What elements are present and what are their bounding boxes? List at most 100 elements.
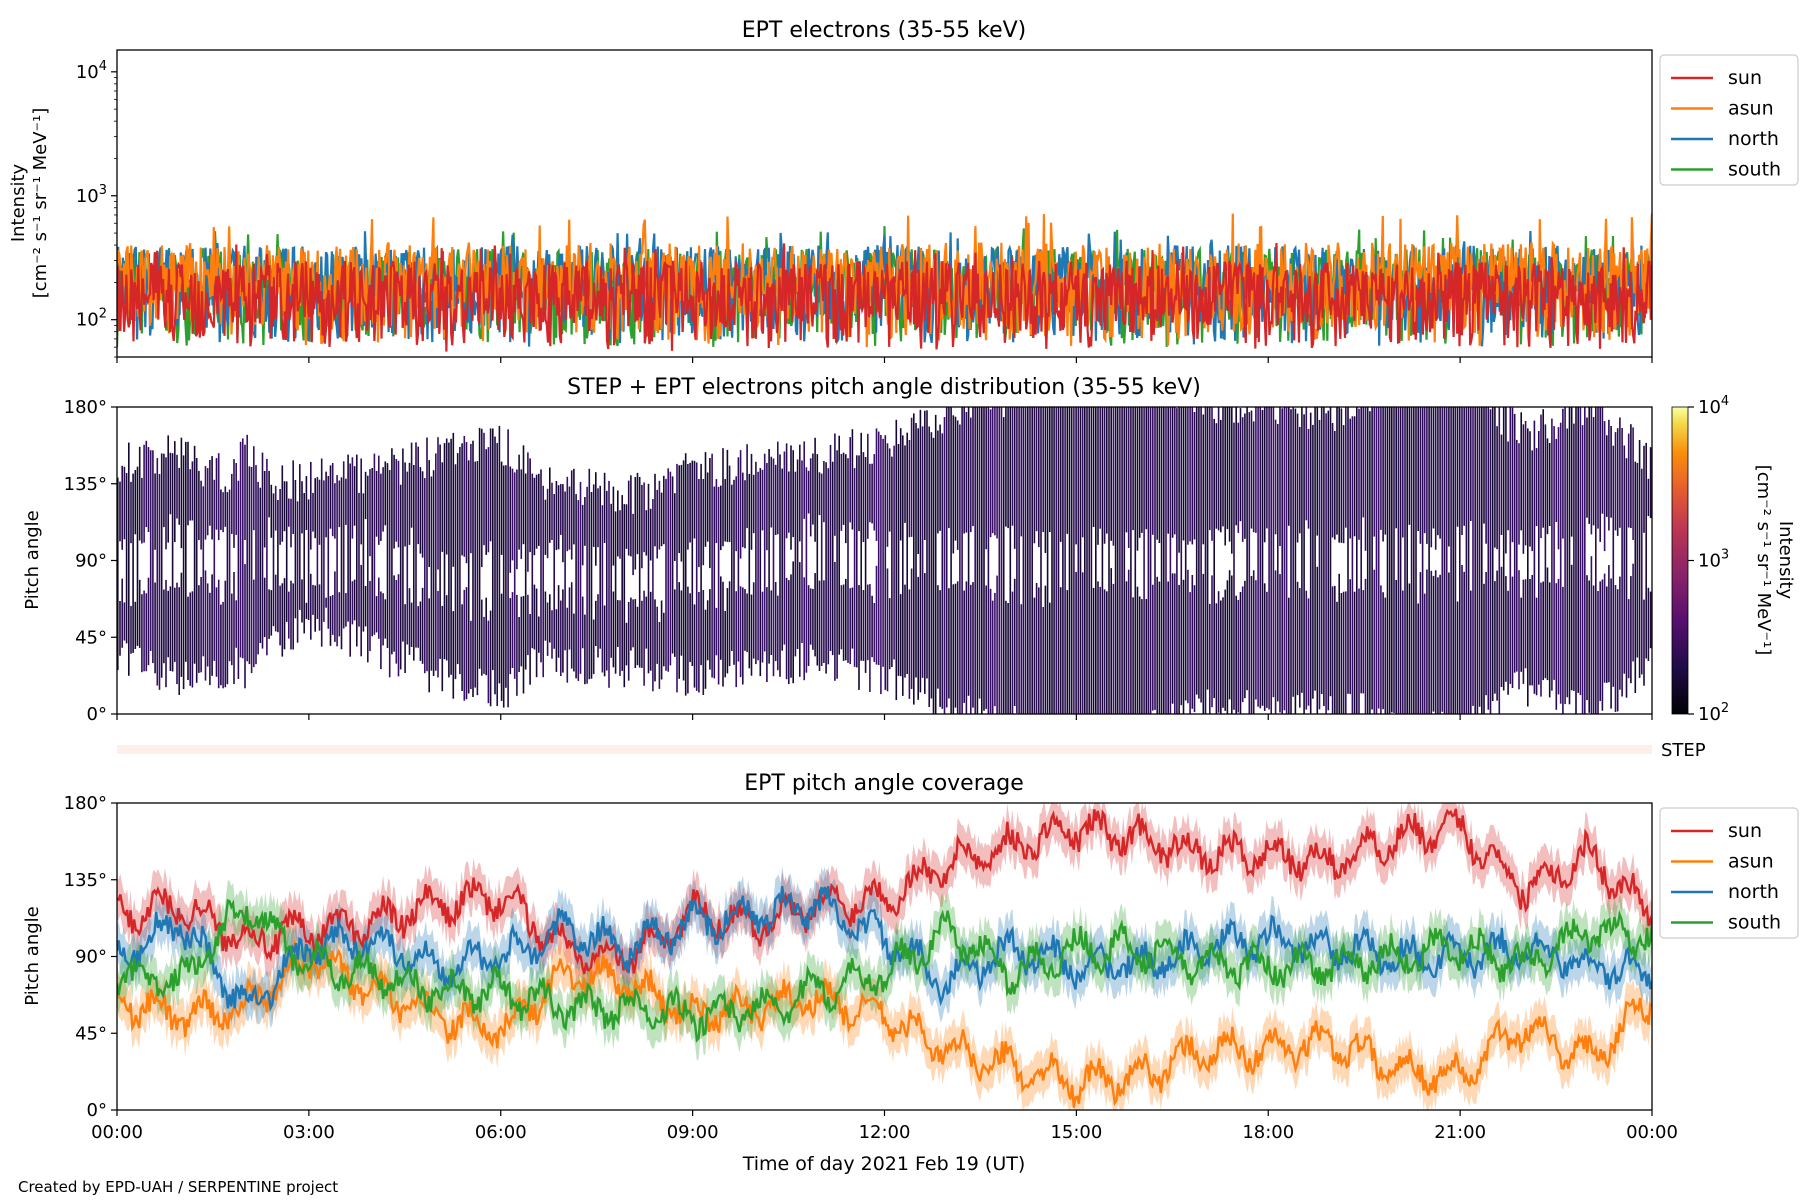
heatmap-bar <box>849 588 851 665</box>
heatmap-bar <box>222 492 224 533</box>
panel2-ylabel: Pitch angle <box>22 510 43 609</box>
heatmap-bar <box>327 476 330 629</box>
heatmap-bar <box>816 454 819 666</box>
heatmap-bar <box>981 407 983 714</box>
heatmap-bar <box>1097 581 1099 714</box>
heatmap-bar <box>836 450 838 679</box>
heatmap-bar <box>744 480 746 549</box>
heatmap-bar <box>996 407 998 539</box>
heatmap-bar <box>1649 447 1652 519</box>
panel2-title: STEP + EPT electrons pitch angle distrib… <box>567 375 1201 400</box>
heatmap-bar <box>704 452 707 547</box>
heatmap-bar <box>178 587 180 695</box>
heatmap-bar <box>834 433 836 536</box>
heatmap-bar <box>1165 407 1167 714</box>
legend-label-north: north <box>1728 881 1779 903</box>
heatmap-bar <box>463 436 466 557</box>
panel3-ylabel: Pitch angle <box>22 906 43 1005</box>
heatmap-bar <box>544 591 547 641</box>
heatmap-bar <box>292 583 294 650</box>
heatmap-bar <box>1334 585 1336 714</box>
heatmap-bar <box>318 479 321 545</box>
heatmap-bar <box>522 445 525 545</box>
heatmap-bar <box>1371 407 1373 710</box>
heatmap-bar <box>546 602 549 656</box>
heatmap-bar <box>630 475 632 557</box>
heatmap-bar <box>877 431 880 665</box>
heatmap-bar <box>1038 407 1040 548</box>
heatmap-bar <box>943 417 946 714</box>
heatmap-bars-group <box>117 407 1652 714</box>
heatmap-bar <box>742 587 744 685</box>
heatmap-bar <box>540 469 542 663</box>
heatmap-bar <box>1049 602 1051 714</box>
heatmap-bar <box>788 471 790 533</box>
heatmap-bar <box>1476 407 1479 714</box>
y-tick-label: 103 <box>1698 548 1729 572</box>
heatmap-bar <box>134 470 137 535</box>
heatmap-bar <box>382 467 384 532</box>
heatmap-bar <box>1393 407 1395 713</box>
heatmap-bar <box>187 596 189 680</box>
heatmap-bar <box>130 481 132 544</box>
heatmap-bar <box>399 484 402 670</box>
heatmap-bar <box>706 600 709 661</box>
heatmap-bar <box>1507 441 1509 531</box>
heatmap-bar <box>698 479 700 568</box>
heatmap-bar <box>1584 407 1586 714</box>
heatmap-bar <box>726 588 729 674</box>
heatmap-bar <box>481 599 483 676</box>
heatmap-bar <box>290 498 292 548</box>
heatmap-bar <box>1285 407 1288 714</box>
heatmap-bar <box>814 573 816 657</box>
heatmap-bar <box>454 464 457 680</box>
heatmap-bar <box>595 472 597 566</box>
heatmap-bar <box>487 447 490 553</box>
heatmap-bar <box>1178 407 1180 553</box>
heatmap-bar <box>921 426 924 678</box>
heatmap-bar <box>660 600 663 680</box>
heatmap-bar <box>1612 445 1615 687</box>
heatmap-bar <box>818 472 821 516</box>
heatmap-bar <box>1430 407 1433 548</box>
heatmap-bar <box>1606 586 1608 683</box>
heatmap-bar <box>709 589 711 670</box>
heatmap-bar <box>634 599 637 668</box>
heatmap-bar <box>908 440 911 538</box>
heatmap-bar <box>119 481 121 542</box>
heatmap-bar <box>588 468 591 680</box>
heatmap-bar <box>1180 407 1183 706</box>
heatmap-bar <box>206 468 209 536</box>
credit-text: Created by EPD-UAH / SERPENTINE project <box>18 1178 339 1196</box>
heatmap-bar <box>288 498 290 527</box>
heatmap-bar <box>937 430 939 534</box>
heatmap-bar <box>235 600 237 648</box>
heatmap-bar <box>331 463 334 537</box>
heatmap-bar <box>1193 585 1196 713</box>
heatmap-bar <box>461 604 463 691</box>
heatmap-bar <box>1178 584 1180 714</box>
heatmap-bar <box>171 453 174 672</box>
heatmap-bar <box>1038 587 1040 714</box>
heatmap-bar <box>917 428 919 554</box>
heatmap-bar <box>279 489 281 545</box>
heatmap-bar <box>658 622 661 689</box>
heatmap-bar <box>439 444 441 659</box>
heatmap-bar <box>965 412 968 533</box>
heatmap-bar <box>612 486 615 566</box>
heatmap-bar <box>1250 576 1253 714</box>
heatmap-bar <box>1588 407 1590 524</box>
heatmap-bar <box>1189 592 1191 714</box>
heatmap-bar <box>557 585 560 658</box>
heatmap-bar <box>1616 589 1619 712</box>
heatmap-bar <box>156 458 159 686</box>
heatmap-bar <box>1112 407 1115 546</box>
heatmap-bar <box>533 584 536 650</box>
heatmap-bar <box>288 591 290 639</box>
heatmap-bar <box>246 434 248 662</box>
heatmap-bar <box>1426 407 1428 544</box>
heatmap-bar <box>1296 413 1299 543</box>
heatmap-bar <box>1044 407 1047 553</box>
heatmap-bar <box>1461 565 1463 714</box>
heatmap-bar <box>1000 407 1003 714</box>
